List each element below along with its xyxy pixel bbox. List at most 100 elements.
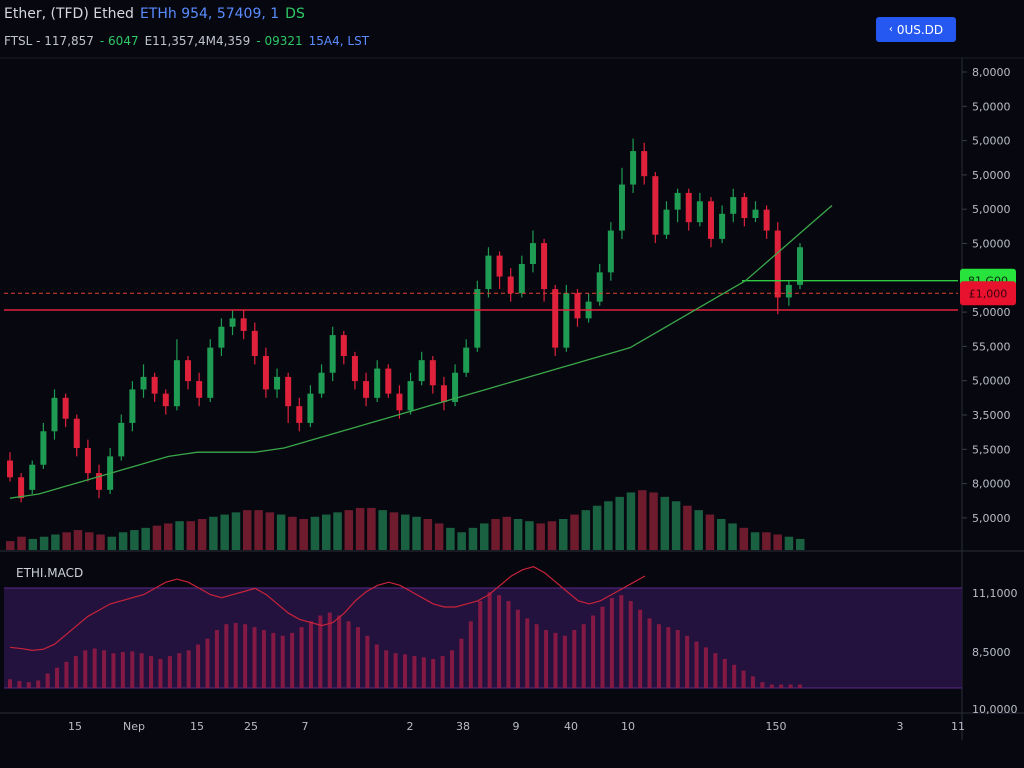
volume-bar	[547, 521, 557, 550]
candle-body	[496, 255, 503, 277]
currency-button[interactable]: ‹ 0US.DD	[876, 17, 956, 42]
macd-histogram-bar	[750, 676, 755, 688]
macd-histogram-bar	[760, 682, 765, 688]
price-tick-label: 5,0000	[972, 100, 1011, 113]
candle-body	[73, 418, 80, 448]
volume-bar	[457, 532, 466, 550]
macd-histogram-bar	[196, 644, 201, 688]
macd-histogram-bar	[572, 630, 577, 688]
volume-bar	[28, 538, 38, 550]
time-tick-label: 11	[951, 720, 965, 733]
candle-body	[552, 289, 559, 348]
macd-histogram-bar	[647, 618, 652, 688]
candle-body	[696, 201, 703, 223]
macd-tick-label: 10,0000	[972, 703, 1018, 716]
candle-body	[51, 397, 58, 432]
macd-histogram-bar	[365, 635, 370, 688]
stats-change: - 6047	[99, 34, 139, 48]
volume-bar	[536, 523, 545, 550]
volume-bar	[423, 519, 433, 550]
price-tick-label: 5,0000	[972, 512, 1011, 525]
volume-bar	[739, 527, 749, 550]
macd-histogram-bar	[102, 650, 107, 688]
chevron-down-icon: ‹	[888, 24, 893, 35]
macd-histogram-bar	[167, 656, 172, 688]
volume-bar	[649, 492, 658, 550]
volume-bar	[107, 536, 117, 550]
volume-bar	[73, 530, 83, 550]
macd-histogram-bar	[111, 653, 116, 688]
macd-histogram-bar	[355, 627, 360, 688]
price-tick-label: 5,0000	[972, 238, 1011, 251]
candle-body	[296, 406, 303, 423]
macd-histogram-bar	[149, 656, 154, 688]
candle-body	[251, 330, 258, 356]
macd-histogram-bar	[308, 621, 313, 688]
symbol-quote: ETHh 954, 57409, 1	[139, 6, 280, 22]
volume-bar	[62, 532, 71, 550]
candle-body	[596, 272, 603, 302]
price-tick-label: 5,0000	[972, 306, 1011, 319]
macd-histogram-bar	[252, 627, 257, 688]
volume-bar	[220, 514, 229, 550]
macd-panel	[4, 566, 962, 689]
macd-histogram-bar	[233, 623, 238, 688]
candle-body	[329, 335, 336, 373]
macd-histogram-bar	[412, 656, 417, 688]
symbol-suffix: DS	[285, 6, 305, 22]
volume-bar	[51, 534, 60, 550]
volume-bar	[254, 510, 263, 550]
volume-bar	[367, 507, 376, 550]
currency-label: 0US.DD	[896, 22, 944, 37]
volume-bar	[164, 523, 173, 550]
candle-body	[340, 335, 347, 356]
volume-bar	[378, 510, 387, 550]
macd-histogram-bar	[544, 630, 549, 688]
volume-bar	[717, 519, 726, 550]
stats-mid: E11,357,4M4,359	[144, 34, 251, 48]
volume-bar	[141, 527, 150, 550]
candle-body	[463, 347, 470, 373]
volume-bar	[288, 516, 297, 550]
volume-bar	[694, 510, 703, 550]
candle-body	[240, 318, 247, 331]
time-tick-label: 9	[513, 720, 520, 733]
candle-body	[518, 264, 525, 294]
macd-histogram-bar	[214, 630, 219, 688]
candle-body	[719, 213, 726, 239]
volume-bar	[96, 534, 105, 550]
price-levels	[4, 280, 958, 311]
volume-bar	[299, 519, 308, 550]
volume-bar	[480, 523, 489, 550]
macd-histogram-bar	[450, 650, 455, 688]
macd-histogram-bar	[158, 659, 163, 688]
volume-bar	[491, 519, 500, 550]
volume-bar	[39, 536, 49, 550]
volume-bar	[615, 496, 624, 550]
candlestick-series	[7, 138, 803, 503]
macd-histogram-bar	[609, 598, 614, 688]
volume-bar	[389, 512, 399, 550]
candle-body	[196, 381, 203, 398]
candle-body	[374, 368, 381, 398]
volume-bar	[705, 514, 715, 550]
candle-body	[440, 385, 447, 402]
candle-body	[62, 397, 69, 419]
candle-body	[529, 243, 536, 264]
candle-body	[151, 376, 158, 394]
volume-bar	[784, 536, 794, 550]
candle-body	[363, 381, 370, 398]
macd-histogram-bar	[327, 612, 332, 688]
time-tick-label: 10	[621, 720, 635, 733]
macd-histogram-bar	[506, 601, 511, 688]
volume-bar	[638, 490, 647, 550]
candle-body	[618, 184, 625, 231]
macd-histogram-bar	[525, 618, 530, 688]
symbol-header: Ether, (TFD) Ethed ETHh 954, 57409, 1 DS	[4, 6, 311, 22]
candle-body	[385, 368, 392, 394]
macd-histogram-bar	[591, 615, 596, 688]
volume-bar	[355, 507, 365, 550]
volume-bar	[175, 521, 184, 550]
volume-bar	[265, 512, 275, 550]
macd-histogram-bar	[459, 638, 464, 688]
